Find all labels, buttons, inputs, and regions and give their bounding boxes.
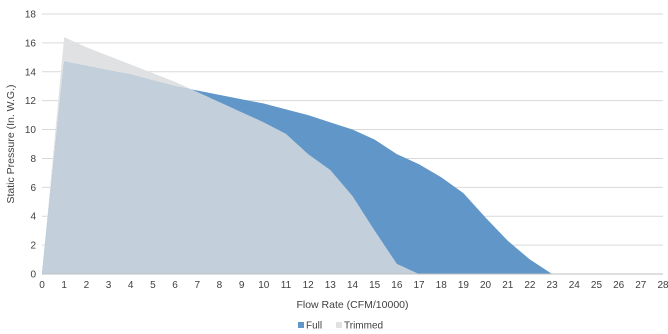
x-tick-label: 5: [150, 280, 156, 291]
y-tick-label: 16: [25, 38, 37, 49]
x-tick-label: 15: [369, 280, 381, 291]
x-tick-label: 27: [635, 280, 647, 291]
legend-swatch-trimmed: [336, 322, 342, 328]
x-tick-label: 19: [458, 280, 470, 291]
x-tick-label: 21: [502, 280, 514, 291]
y-tick-label: 2: [30, 241, 36, 252]
x-axis-title: Flow Rate (CFM/10000): [296, 299, 408, 311]
legend-label-trimmed: Trimmed: [344, 321, 383, 332]
legend-swatch-full: [298, 322, 304, 328]
x-tick-label: 8: [217, 280, 223, 291]
x-tick-label: 25: [591, 280, 603, 291]
x-tick-label: 6: [172, 280, 178, 291]
x-tick-label: 20: [480, 280, 492, 291]
y-tick-label: 8: [30, 154, 36, 165]
y-tick-label: 18: [25, 10, 37, 21]
x-tick-label: 7: [194, 280, 200, 291]
x-tick-label: 11: [281, 280, 292, 291]
x-tick-label: 24: [569, 280, 581, 291]
y-tick-label: 10: [25, 125, 37, 136]
y-tick-label: 14: [25, 67, 37, 78]
x-tick-label: 2: [84, 280, 90, 291]
x-tick-label: 4: [128, 280, 134, 291]
x-tick-label: 13: [325, 280, 337, 291]
x-tick-label: 14: [347, 280, 359, 291]
y-tick-label: 4: [30, 212, 36, 223]
y-tick-label: 12: [25, 96, 37, 107]
x-tick-label: 12: [303, 280, 315, 291]
x-tick-label: 9: [239, 280, 245, 291]
y-axis-title: Static Pressure (In. W.G.): [5, 84, 17, 203]
x-tick-label: 10: [258, 280, 270, 291]
x-tick-label: 3: [106, 280, 112, 291]
plot-areas: [42, 37, 553, 274]
x-tick-label: 26: [613, 280, 625, 291]
x-tick-label: 22: [524, 280, 536, 291]
x-tick-label: 16: [391, 280, 403, 291]
x-tick-labels: 0 1 2 3 4 5 6 7 8 9 10 11 12 13 14 15 16 17 18 19 20 21 22 23 24…: [39, 280, 668, 291]
x-tick-label: 1: [61, 280, 67, 291]
legend: Full Trimmed: [298, 321, 383, 332]
x-tick-label: 28: [657, 280, 668, 291]
area-overlap: [42, 61, 420, 274]
y-tick-label: 0: [30, 270, 36, 281]
legend-label-full: Full: [306, 321, 322, 332]
x-tick-label: 0: [39, 280, 45, 291]
y-tick-label: 6: [30, 183, 36, 194]
x-tick-label: 23: [547, 280, 559, 291]
x-tick-label: 18: [436, 280, 448, 291]
x-tick-label: 17: [413, 280, 425, 291]
y-tick-labels: 0 2 4 6 8 10 12 14 16 18: [25, 10, 37, 281]
